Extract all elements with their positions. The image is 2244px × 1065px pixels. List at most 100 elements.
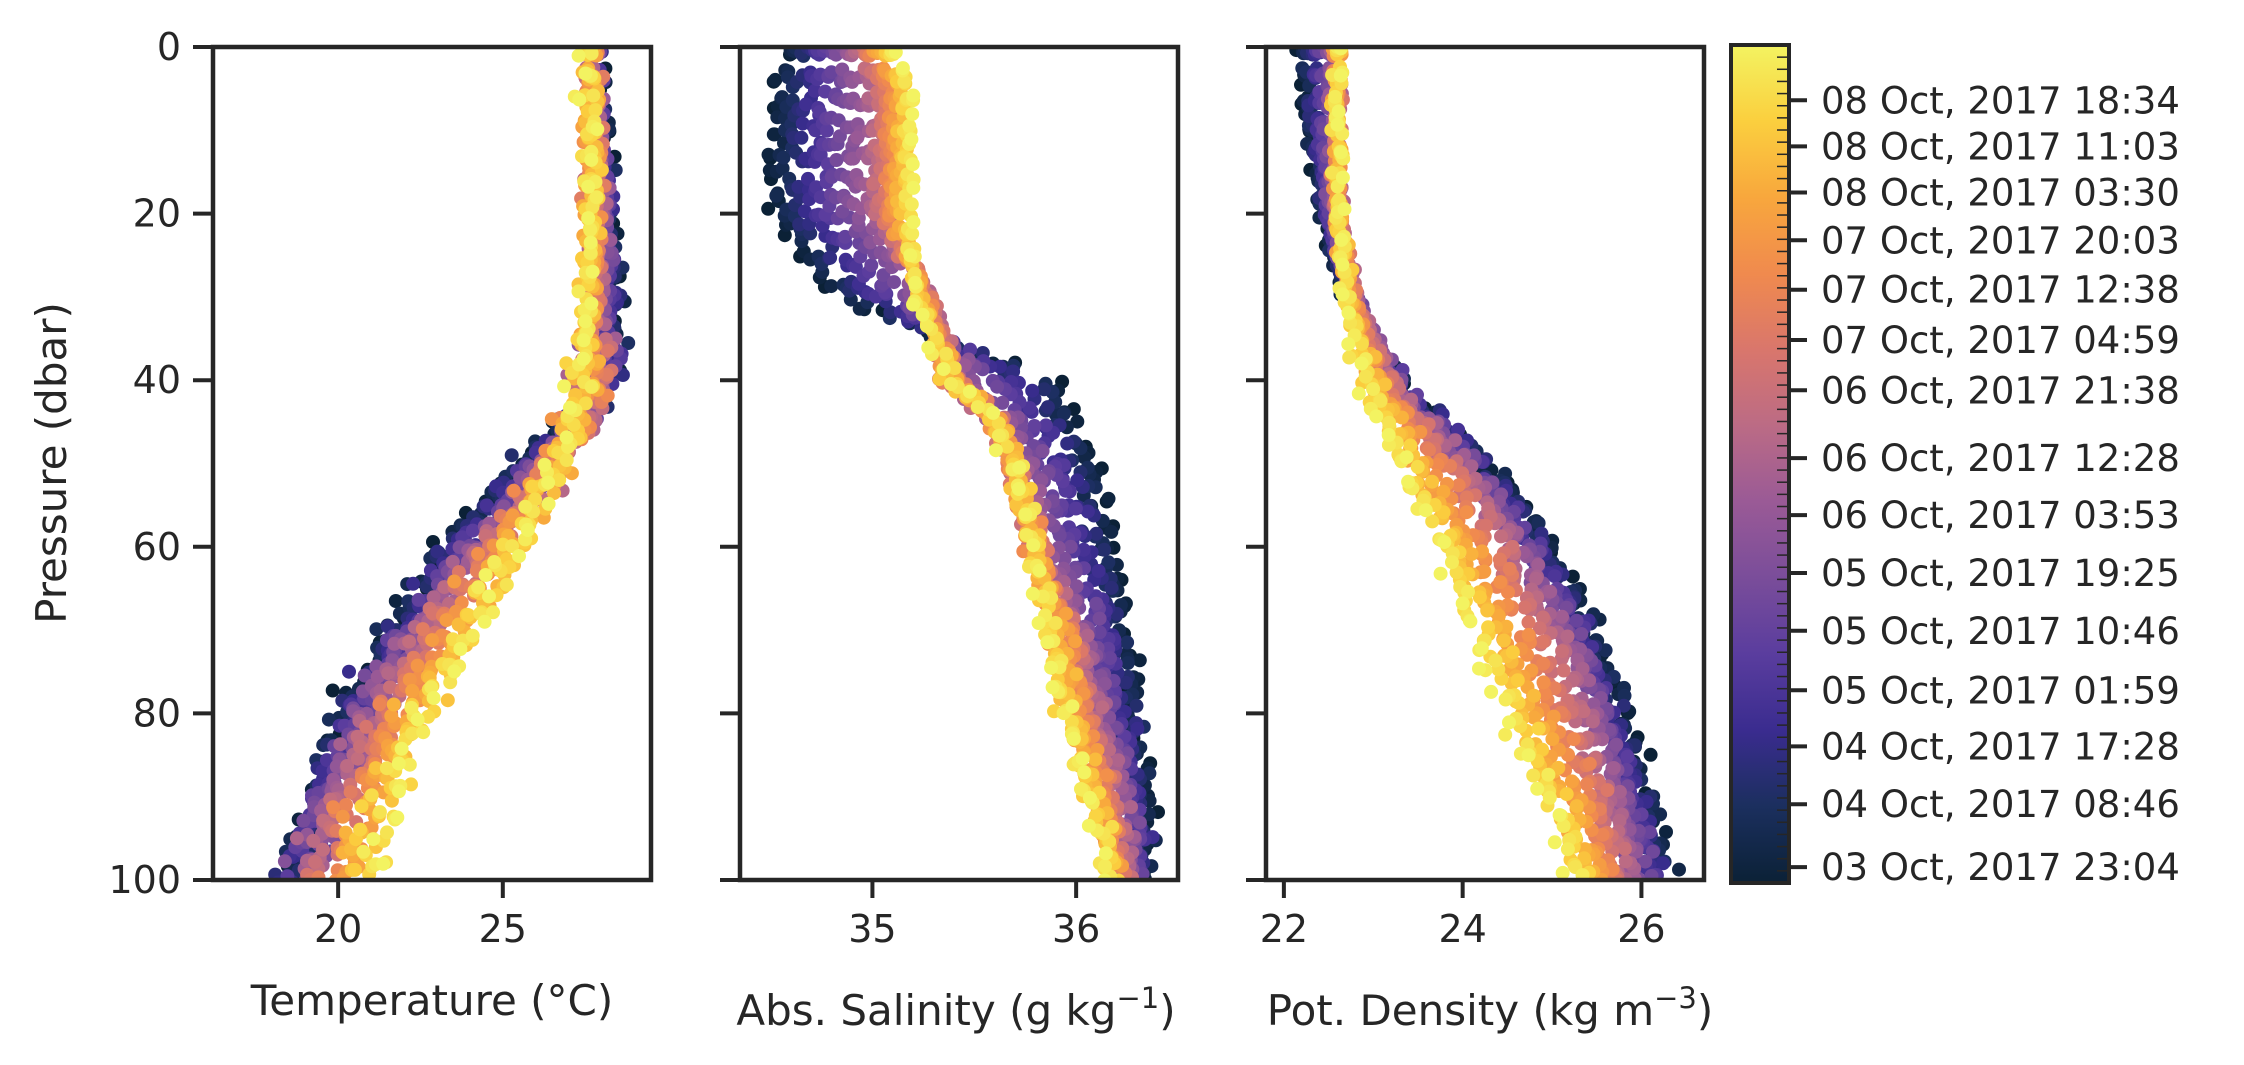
data-point — [372, 805, 387, 820]
data-point — [1598, 643, 1613, 658]
data-point — [1579, 777, 1594, 792]
data-point — [1092, 625, 1107, 640]
data-point — [864, 258, 879, 273]
data-point — [578, 66, 593, 81]
data-point — [1521, 627, 1536, 642]
data-point — [1081, 818, 1096, 833]
data-point — [557, 379, 572, 394]
data-point — [1535, 635, 1550, 650]
data-point — [1653, 807, 1668, 822]
data-point — [544, 412, 559, 427]
data-point — [588, 103, 603, 118]
data-point — [425, 633, 440, 648]
data-point — [1045, 680, 1060, 695]
data-point — [572, 92, 587, 107]
data-point — [906, 88, 921, 103]
data-point — [1642, 825, 1657, 840]
data-point — [902, 118, 917, 133]
data-point — [1600, 783, 1615, 798]
data-point — [1609, 737, 1624, 752]
data-point — [583, 246, 598, 260]
data-point — [850, 130, 865, 145]
data-point — [590, 122, 605, 137]
data-point — [404, 777, 418, 792]
data-point — [390, 810, 405, 825]
data-point — [321, 712, 336, 727]
data-point — [394, 741, 409, 756]
data-point — [947, 361, 962, 376]
data-point — [391, 756, 406, 771]
data-point — [343, 785, 358, 800]
data-point — [1035, 444, 1050, 458]
data-point — [621, 336, 636, 350]
data-point — [1037, 382, 1052, 397]
data-point — [342, 664, 356, 679]
data-point — [1111, 753, 1126, 768]
data-point — [1531, 516, 1546, 531]
data-point — [769, 188, 784, 203]
data-point — [1556, 663, 1571, 678]
temperature-x-axis-label: Temperature (°C) — [250, 976, 614, 1025]
data-point — [576, 333, 591, 348]
data-point — [465, 523, 480, 538]
data-point — [1612, 813, 1627, 828]
data-point — [866, 177, 881, 192]
data-point — [339, 798, 353, 812]
data-point — [354, 799, 369, 814]
data-point — [415, 622, 430, 637]
data-point — [919, 319, 934, 333]
data-point — [761, 201, 776, 216]
x-tick-label: 35 — [848, 907, 896, 951]
data-point — [1019, 528, 1034, 542]
data-point — [1080, 628, 1095, 643]
data-point — [1074, 782, 1088, 796]
data-point — [583, 235, 598, 250]
data-point — [486, 605, 500, 620]
data-point — [589, 190, 604, 205]
data-point — [537, 457, 552, 472]
y-tick-label: 0 — [157, 25, 181, 69]
data-point — [1022, 401, 1037, 415]
temperature-scatter-points — [268, 47, 636, 880]
data-point — [416, 725, 431, 740]
data-point — [578, 314, 593, 329]
data-point — [449, 604, 464, 619]
data-point — [921, 340, 936, 355]
data-point — [315, 764, 330, 779]
data-point — [829, 153, 844, 167]
data-point — [410, 712, 425, 727]
data-point — [512, 549, 526, 564]
data-point — [1048, 616, 1063, 630]
salinity-scatter-points — [761, 47, 1165, 880]
data-point — [1100, 768, 1114, 783]
data-point — [443, 675, 458, 690]
data-point — [405, 683, 420, 698]
data-point — [311, 870, 326, 880]
data-point — [936, 362, 951, 377]
density-panel: 22 24 26 Pot. Density (kg m−3) — [1246, 44, 1713, 1035]
data-point — [990, 379, 1005, 394]
data-point — [1056, 406, 1071, 421]
data-point — [439, 613, 454, 628]
data-point — [518, 499, 533, 514]
data-point — [471, 546, 486, 561]
data-point — [559, 430, 574, 445]
data-point — [411, 592, 426, 607]
data-point — [1070, 414, 1085, 429]
data-point — [340, 759, 355, 773]
data-point — [445, 632, 460, 647]
data-point — [1492, 552, 1507, 567]
data-point — [499, 577, 514, 592]
data-point — [426, 691, 441, 705]
data-point — [445, 554, 460, 569]
data-point — [289, 831, 304, 846]
data-point — [887, 275, 901, 290]
data-point — [366, 832, 381, 847]
data-point — [356, 844, 371, 859]
data-point — [906, 180, 921, 195]
data-point — [353, 822, 368, 837]
data-point — [1091, 564, 1106, 578]
data-point — [1638, 854, 1653, 869]
data-point — [1104, 580, 1119, 595]
